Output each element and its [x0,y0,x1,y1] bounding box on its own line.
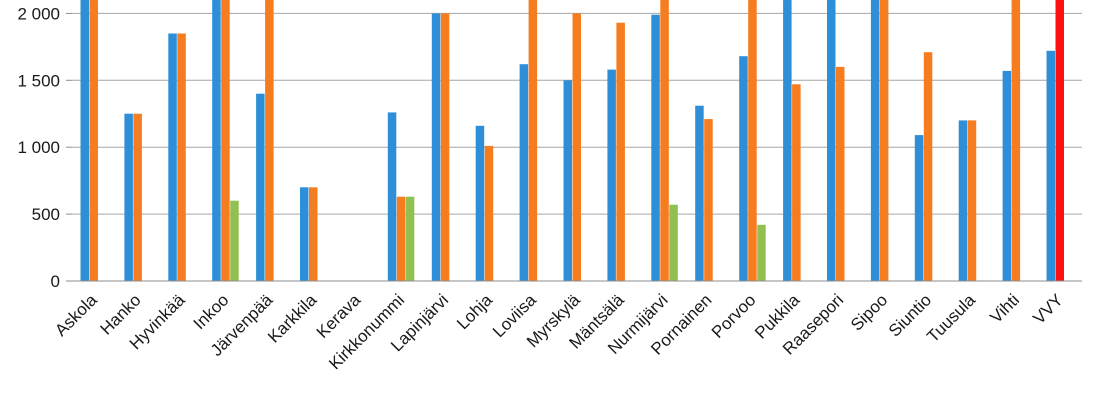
bar-askola-s2 [89,0,98,281]
bar-lapinjärvi-s1 [431,13,441,282]
bar-kirkkonummi-s1 [387,112,397,282]
bar-sipoo-s2 [879,0,889,281]
x-tick-label: Karkkila [264,290,321,347]
bar-vvy-s2 [1055,0,1064,281]
y-tick-label: 1 000 [17,138,60,157]
bar-siuntio-s2 [923,52,933,282]
x-tick-label: Tuusula [923,290,979,346]
y-tick-label: 0 [51,272,60,291]
y-tick-label: 2 000 [17,4,60,23]
bar-nurmijärvi-s1 [651,14,660,281]
bar-mäntsälä-s1 [607,69,616,281]
bar-loviisa-s1 [519,64,529,281]
bar-lapinjärvi-s2 [440,13,450,282]
bar-karkkila-s1 [300,187,309,281]
bar-kirkkonummi-s3 [405,196,415,281]
bar-loviisa-s2 [528,0,538,281]
x-tick-label: Askola [51,290,101,340]
bar-pukkila-s1 [783,0,792,281]
bar-sipoo-s1 [870,0,880,281]
bar-porvoo-s3 [757,224,766,281]
bar-lohja-s1 [475,125,485,281]
bar-nurmijärvi-s2 [660,0,669,281]
bar-porvoo-s2 [748,0,757,281]
bar-tuusula-s1 [958,120,968,282]
bar-kirkkonummi-s2 [396,196,406,281]
x-tick-label: VVY [1029,290,1066,327]
bar-inkoo-s2 [221,0,230,281]
bar-hyvinkää-s1 [168,33,177,281]
bar-inkoo-s3 [230,200,239,281]
bars [80,0,1064,282]
y-axis-tick-labels: 0 500 1 000 1 500 2 000 [17,4,72,291]
bar-pornainen-s1 [695,105,704,281]
bar-vvy-s1 [1046,50,1055,281]
y-tick-label: 500 [32,205,60,224]
bar-tuusula-s2 [967,120,977,282]
bar-porvoo-s1 [739,56,748,282]
bar-vihti-s2 [1011,0,1021,281]
bar-vihti-s1 [1002,70,1012,282]
bar-myrskylä-s1 [563,80,572,281]
bar-askola-s1 [80,0,89,281]
bar-raasepori-s1 [827,0,836,281]
bar-hanko-s2 [133,113,142,281]
bar-myrskylä-s2 [572,13,581,282]
bar-mäntsälä-s2 [616,22,625,281]
bar-raasepori-s2 [836,66,845,282]
bar-inkoo-s1 [212,0,221,281]
bar-lohja-s2 [484,145,494,281]
bar-pukkila-s2 [792,84,801,281]
x-tick-label: Porvoo [708,290,760,342]
bar-hanko-s1 [124,113,133,281]
bar-järvenpää-s1 [256,93,265,281]
bar-karkkila-s2 [309,187,318,281]
bar-hyvinkää-s2 [177,33,186,281]
bar-nurmijärvi-s3 [669,204,678,281]
y-tick-label: 1 500 [17,71,60,90]
x-tick-label: Vihti [986,290,1023,327]
bar-järvenpää-s2 [265,0,274,281]
bar-pornainen-s2 [704,119,713,281]
bar-siuntio-s1 [914,135,924,281]
